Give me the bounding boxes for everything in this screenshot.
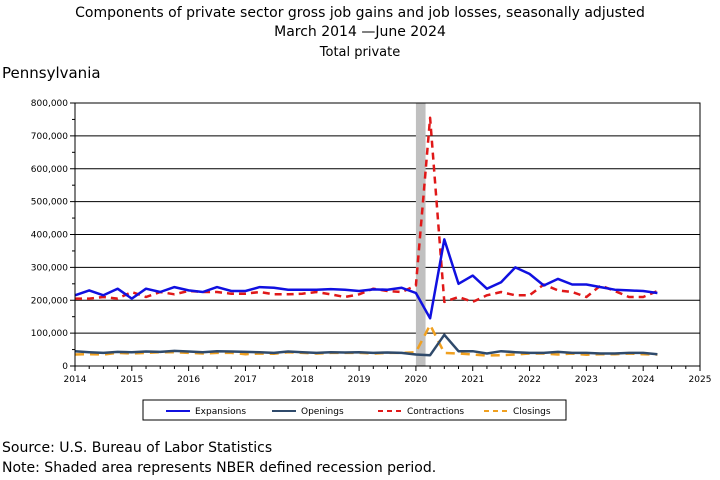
y-tick-label: 200,000 [31, 296, 68, 306]
axes: 0 100,000 200,000 300,000 400,000 500,000 600,… [31, 99, 712, 385]
y-tick-label: 800,000 [31, 99, 68, 109]
series-layer [74, 116, 658, 357]
y-tick-label: 300,000 [31, 263, 68, 273]
x-tick-label: 2020 [404, 375, 427, 385]
chart-title: Components of private sector gross job g… [75, 5, 645, 21]
chart-subtitle-series: Total private [319, 45, 401, 60]
legend-box [142, 399, 567, 421]
gridlines [75, 102, 700, 367]
state-label: Pennsylvania [2, 64, 101, 82]
series-line-openings [74, 333, 658, 357]
series-line-expansions [74, 238, 658, 320]
x-tick-label: 2021 [461, 375, 484, 385]
legend: Expansions Openings Contractions Closings [142, 399, 567, 421]
x-tick-label: 2019 [348, 375, 371, 385]
legend-label-expansions: Expansions [195, 407, 246, 417]
legend-label-closings: Closings [513, 407, 551, 417]
recession-note: Note: Shaded area represents NBER define… [2, 460, 437, 476]
y-tick-label: 500,000 [31, 198, 68, 208]
chart-subtitle-period: March 2014 —June 2024 [274, 24, 446, 40]
x-tick-label: 2015 [120, 375, 143, 385]
y-tick-label: 400,000 [31, 231, 68, 241]
x-tick-label: 2017 [234, 375, 257, 385]
x-tick-label: 2025 [689, 375, 712, 385]
x-tick-label: 2014 [64, 375, 87, 385]
y-tick-label: 100,000 [31, 329, 68, 339]
x-tick-label: 2022 [518, 375, 541, 385]
legend-label-openings: Openings [301, 407, 344, 417]
y-tick-label: 0 [62, 362, 68, 372]
x-tick-label: 2024 [632, 375, 655, 385]
x-tick-label: 2018 [291, 375, 314, 385]
y-tick-label: 700,000 [31, 132, 68, 142]
x-tick-label: 2016 [177, 375, 200, 385]
series-line-contractions [75, 116, 658, 304]
source-note: Source: U.S. Bureau of Labor Statistics [2, 440, 273, 456]
x-tick-label: 2023 [575, 375, 598, 385]
legend-label-contractions: Contractions [407, 407, 464, 417]
y-tick-label: 600,000 [31, 165, 68, 175]
